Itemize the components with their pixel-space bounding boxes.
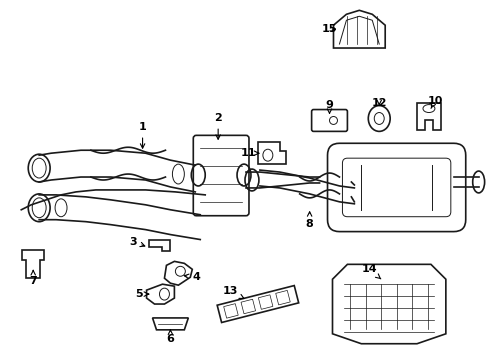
Text: 8: 8	[305, 212, 313, 229]
Text: 2: 2	[214, 113, 222, 139]
Text: 3: 3	[128, 237, 144, 247]
Text: 1: 1	[139, 122, 146, 148]
Text: 6: 6	[166, 330, 174, 344]
Text: 13: 13	[222, 286, 244, 298]
Text: 4: 4	[184, 272, 200, 282]
Text: 9: 9	[325, 100, 333, 113]
Text: 15: 15	[321, 24, 337, 34]
Text: 12: 12	[371, 98, 386, 108]
Text: 7: 7	[29, 270, 37, 286]
Text: 11: 11	[240, 148, 258, 158]
Text: 14: 14	[361, 264, 380, 279]
Text: 5: 5	[135, 289, 148, 299]
Text: 10: 10	[427, 96, 442, 108]
